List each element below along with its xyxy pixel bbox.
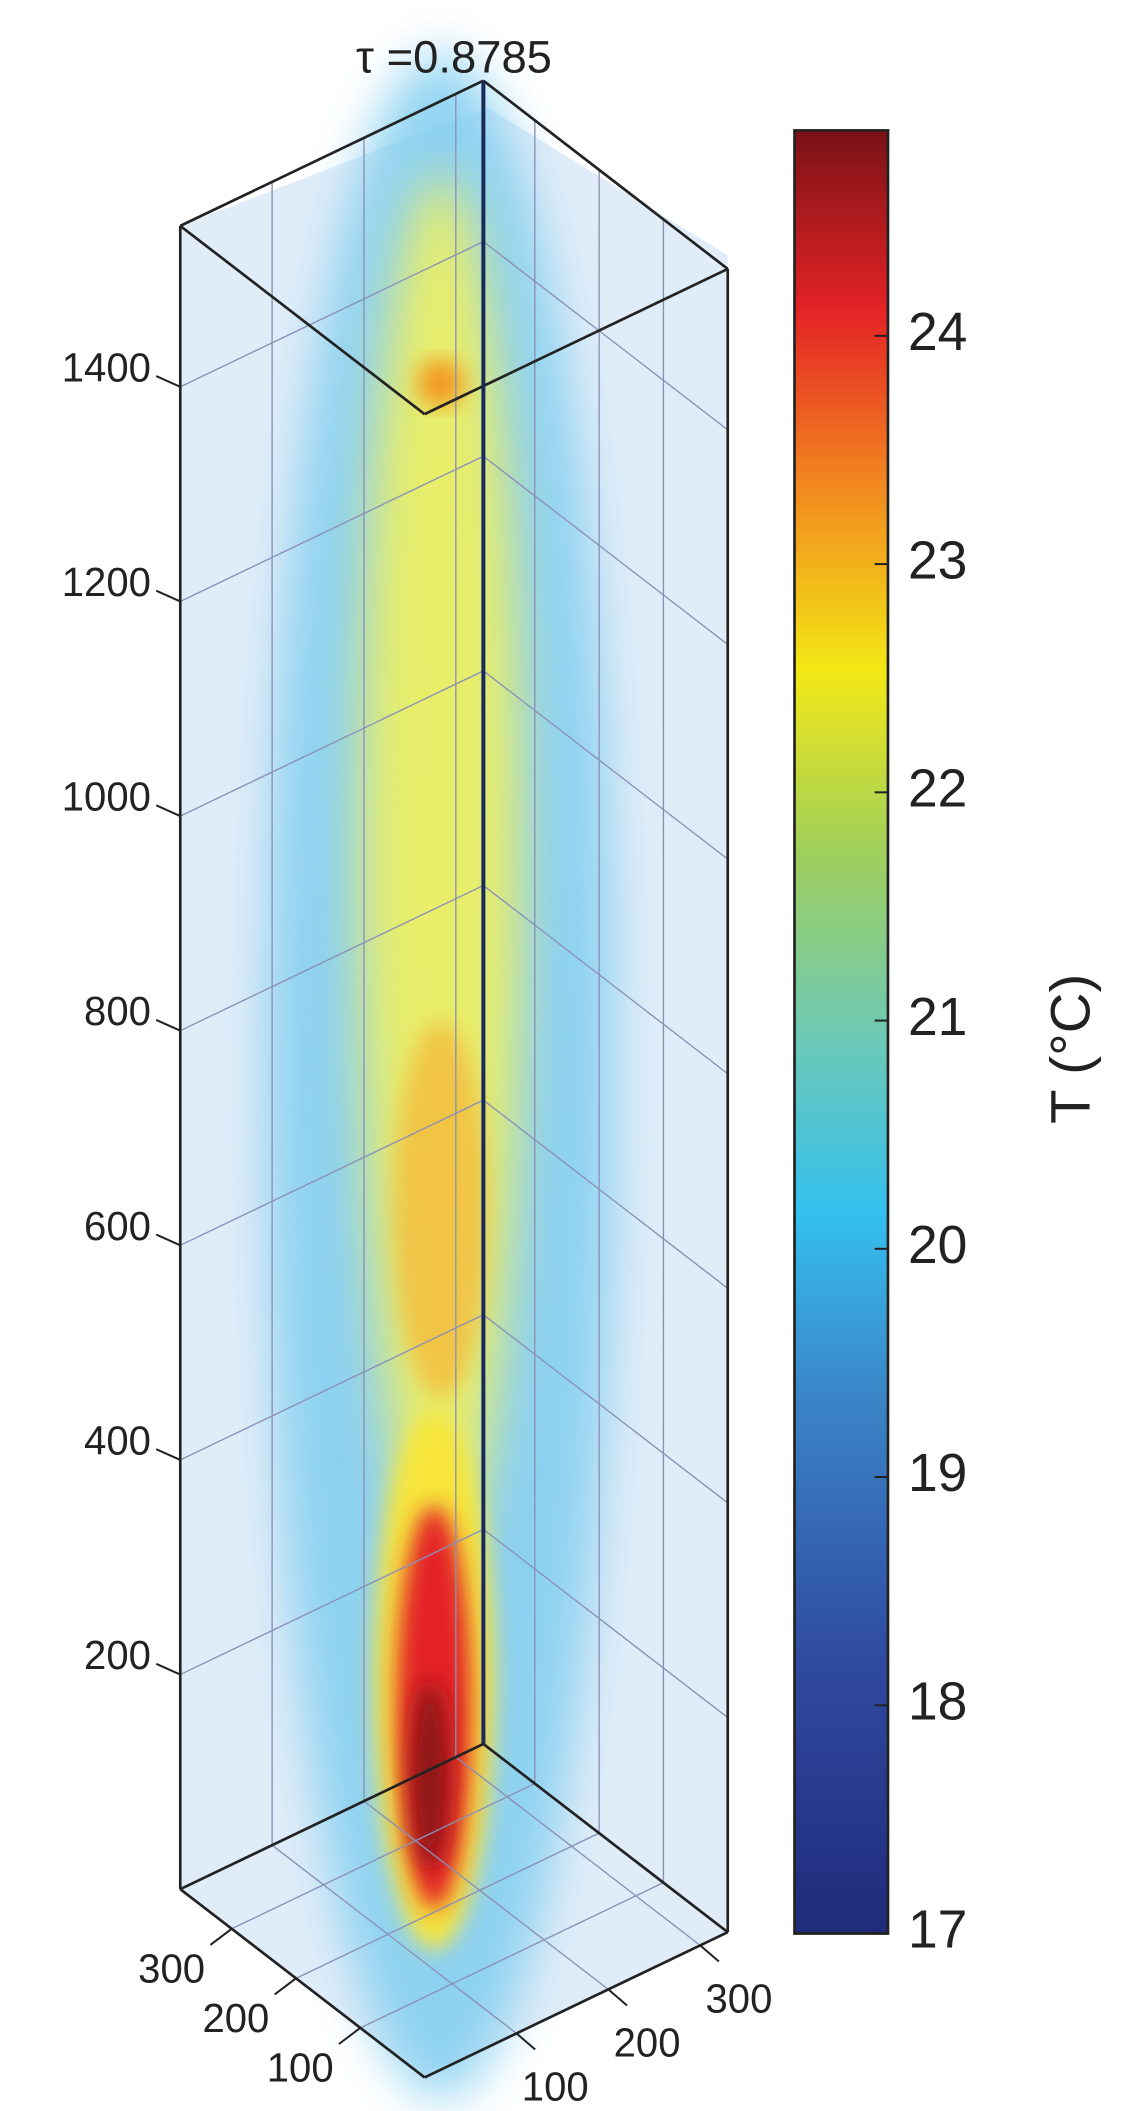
box-edge	[424, 267, 729, 416]
x-tick	[274, 1977, 297, 1996]
grid-line	[482, 1099, 729, 1289]
colorbar-tick-label: 21	[908, 987, 967, 1047]
grid-line	[179, 1314, 484, 1461]
grid-line	[179, 455, 484, 603]
grid-line	[482, 1528, 729, 1719]
y-tick-label: 100	[522, 2064, 589, 2109]
box-edge	[179, 224, 426, 416]
x-tick	[209, 1927, 233, 1946]
grid-line	[179, 1528, 484, 1676]
z-tick	[155, 589, 181, 603]
box-edge	[179, 1888, 426, 2079]
chart-title: τ =0.8785	[356, 31, 552, 82]
x-tick-label: 100	[267, 2045, 334, 2090]
grid-line	[482, 670, 729, 860]
plot-area: τ =0.8785 T (°C) 200 400 600 800 1000 1200 140…	[62, 31, 1102, 2109]
z-tick-label: 1200	[62, 560, 151, 605]
grid-line	[455, 1756, 701, 1946]
colorbar-tick-label: 18	[908, 1671, 967, 1731]
x-tick-label: 200	[202, 1996, 269, 2041]
grid-line	[271, 1844, 517, 2034]
z-tick	[155, 804, 181, 818]
colorbar-tick-label: 20	[908, 1215, 967, 1275]
z-tick-label: 1000	[62, 774, 151, 819]
grid-line	[231, 1782, 536, 1930]
x-tick	[338, 2027, 361, 2045]
z-tick-label: 1400	[62, 345, 151, 390]
grid-line	[179, 241, 484, 388]
grid-line	[179, 670, 484, 817]
grid-line	[295, 1832, 600, 1979]
y-tick-label: 200	[614, 2020, 681, 2065]
z-tick	[155, 375, 181, 388]
grid-line	[482, 241, 729, 431]
box-edge	[424, 1930, 729, 2079]
grid-line	[360, 1882, 664, 2029]
colorbar-tick-label: 19	[908, 1443, 967, 1503]
y-tick	[515, 2032, 536, 2051]
y-tick	[607, 1988, 628, 2007]
grid-line	[179, 1099, 484, 1246]
z-tick-label: 600	[84, 1204, 151, 1249]
colorbar-tick-label: 17	[908, 1900, 967, 1960]
box-edge	[482, 79, 729, 270]
z-tick	[155, 1662, 181, 1676]
volume-render	[180, 53, 728, 2098]
z-tick-label: 400	[84, 1418, 151, 1463]
y-tick	[699, 1944, 720, 1963]
x-tick-label: 300	[138, 1946, 205, 1991]
z-tick-label: 800	[84, 989, 151, 1034]
grid-line	[363, 1800, 609, 1990]
colorbar-tick-label: 24	[908, 302, 967, 362]
z-tick-label: 200	[84, 1633, 151, 1678]
grid-line	[482, 455, 729, 646]
colorbar-tick-label: 23	[908, 530, 967, 590]
box-edge	[179, 1742, 484, 1891]
z-tick	[155, 1019, 181, 1032]
z-tick	[155, 1233, 181, 1247]
colorbar	[793, 129, 890, 1935]
grid-line	[179, 884, 484, 1032]
y-tick-label: 300	[706, 1976, 773, 2021]
box-edge	[482, 1742, 729, 1934]
box-edge	[179, 79, 484, 228]
z-tick	[155, 1448, 181, 1461]
grid-line	[482, 1314, 729, 1504]
grid-line	[482, 884, 729, 1075]
colorbar-tick-label: 22	[908, 758, 967, 818]
colorbar-label: T (°C)	[1039, 974, 1102, 1124]
